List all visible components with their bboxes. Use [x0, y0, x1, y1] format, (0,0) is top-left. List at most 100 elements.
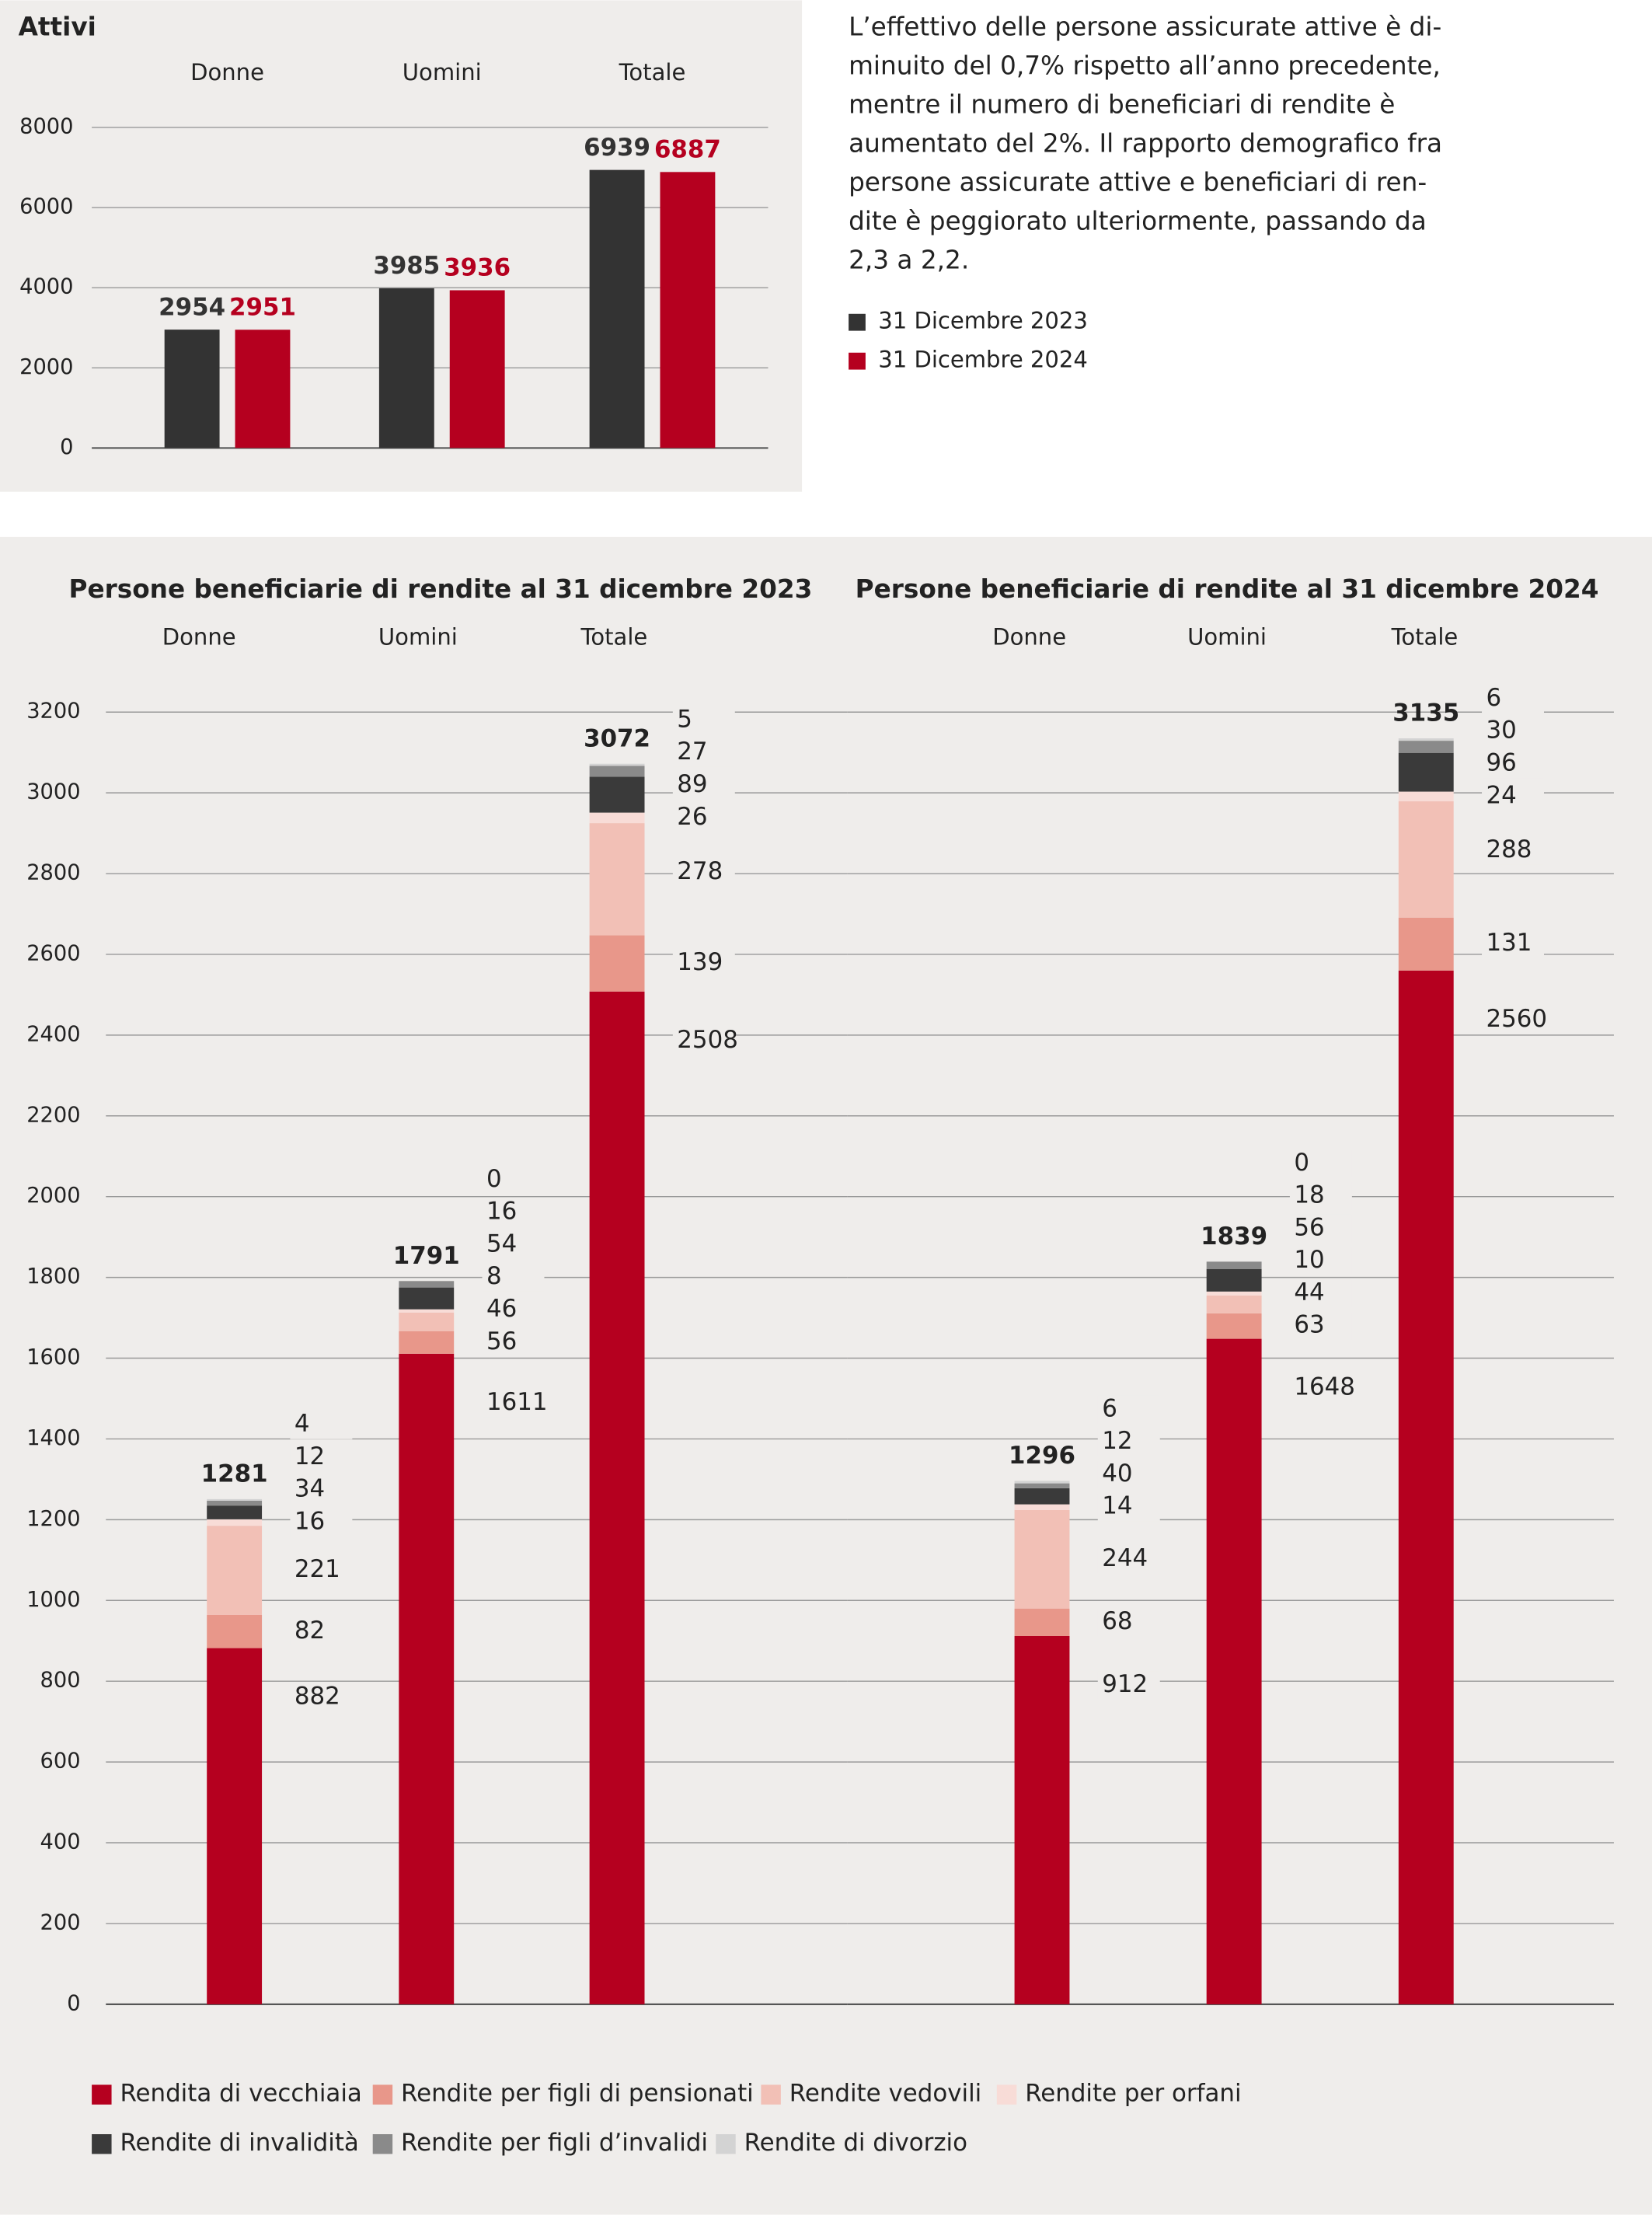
value-label: 221 — [295, 1555, 340, 1583]
bar-segment — [1014, 1488, 1070, 1505]
legend-swatch — [372, 2134, 393, 2154]
value-label: 16 — [486, 1198, 517, 1226]
value-label: 4 — [295, 1410, 310, 1438]
value-label: 2560 — [1486, 1005, 1547, 1033]
bar-segment — [399, 1281, 455, 1288]
label-bg — [1289, 1247, 1352, 1275]
y-tick-label: 2200 — [26, 1103, 80, 1127]
bar-segment — [1014, 1504, 1070, 1510]
bar-segment — [589, 935, 645, 992]
value-label: 56 — [1294, 1213, 1324, 1241]
y-tick-label: 1400 — [26, 1426, 80, 1450]
bar — [378, 288, 434, 448]
y-tick-label: 1600 — [26, 1345, 80, 1369]
label-bg — [1097, 1545, 1160, 1574]
bar-segment — [399, 1331, 455, 1354]
legend-swatch — [761, 2084, 781, 2105]
value-label: 5 — [677, 705, 692, 733]
value-label: 6 — [1486, 684, 1501, 712]
label-bg — [1097, 1671, 1160, 1700]
label-bg — [290, 1683, 353, 1712]
y-tick-label: 3000 — [26, 780, 80, 804]
value-label: 34 — [295, 1475, 325, 1503]
bar-segment — [1398, 741, 1454, 753]
value-label: 131 — [1486, 929, 1532, 957]
value-label: 18 — [1294, 1181, 1324, 1209]
legend-swatch — [849, 313, 866, 331]
bar-segment — [207, 1526, 263, 1615]
label-bg — [1482, 836, 1544, 865]
label-bg — [1482, 749, 1544, 779]
label-bg — [1289, 1312, 1352, 1341]
bar-segment — [1206, 1313, 1262, 1339]
description-line: aumentato del 2%. Il rapporto demografic… — [849, 129, 1442, 159]
bar-segment — [207, 1500, 263, 1506]
bar — [235, 330, 291, 448]
bar-segment — [589, 991, 645, 2004]
y-tick-label: 4000 — [19, 275, 73, 299]
value-label: 288 — [1486, 835, 1532, 863]
value-label: 89 — [677, 770, 707, 798]
y-tick-label: 6000 — [19, 195, 73, 219]
label-bg — [672, 949, 735, 978]
description-line: minuito del 0,7% rispetto all’anno prece… — [849, 51, 1441, 81]
x-tick-label: Totale — [580, 624, 648, 651]
value-label: 24 — [1486, 781, 1516, 809]
value-label: 27 — [677, 738, 707, 766]
bar — [449, 290, 505, 448]
label-bg — [1289, 1214, 1352, 1244]
legend-label: Rendite per figli di pensionati — [401, 2080, 754, 2108]
label-bg — [482, 1198, 545, 1227]
total-label: 1281 — [201, 1460, 268, 1488]
y-tick-label: 2800 — [26, 861, 80, 885]
y-tick-label: 2600 — [26, 941, 80, 965]
bar-segment — [589, 776, 645, 813]
x-tick-label: Uomini — [378, 624, 458, 651]
label-bg — [290, 1556, 353, 1585]
value-label: 244 — [1102, 1544, 1148, 1572]
value-label: 1648 — [1294, 1373, 1355, 1401]
bar-segment — [399, 1353, 455, 2004]
label-bg — [482, 1263, 545, 1292]
x-tick-label: Uomini — [1187, 624, 1267, 651]
bar-segment — [1206, 1338, 1262, 2004]
label-bg — [672, 804, 735, 832]
y-tick-label: 8000 — [19, 114, 73, 138]
bar-segment — [589, 763, 645, 766]
legend-swatch — [716, 2134, 736, 2154]
y-tick-label: 1000 — [26, 1588, 80, 1612]
bar-segment — [399, 1312, 455, 1331]
value-label: 278 — [677, 857, 723, 885]
label-bg — [672, 858, 735, 887]
label-bg — [1482, 1006, 1544, 1034]
bar-segment — [1014, 1608, 1070, 1637]
label-bg — [290, 1508, 353, 1537]
y-tick-label: 600 — [40, 1749, 81, 1774]
y-tick-label: 800 — [40, 1669, 81, 1693]
label-bg — [1097, 1428, 1160, 1456]
bar-segment — [1014, 1483, 1070, 1488]
total-label: 1296 — [1009, 1442, 1075, 1470]
label-bg — [1289, 1279, 1352, 1308]
label-bg — [482, 1166, 545, 1195]
label-bg — [482, 1230, 545, 1260]
x-tick-label: Donne — [162, 624, 236, 651]
value-label: 0 — [1294, 1149, 1309, 1177]
label-bg — [482, 1328, 545, 1357]
bar — [589, 169, 645, 448]
label-bg — [672, 738, 735, 767]
value-label: 8 — [486, 1262, 502, 1290]
y-tick-label: 2400 — [26, 1022, 80, 1046]
label-bg — [1097, 1395, 1160, 1425]
x-tick-label: Donne — [190, 59, 264, 85]
legend-swatch — [92, 2084, 112, 2105]
value-label: 6939 — [584, 134, 650, 162]
description-line: mentre il numero di beneficiari di rendi… — [849, 90, 1395, 120]
legend-swatch — [372, 2084, 393, 2105]
bar-segment — [1206, 1291, 1262, 1296]
bar-segment — [1014, 1636, 1070, 2004]
description-line: L’effettivo delle persone assicurate att… — [849, 12, 1441, 42]
legend-label: Rendite per figli d’invalidi — [401, 2129, 708, 2157]
